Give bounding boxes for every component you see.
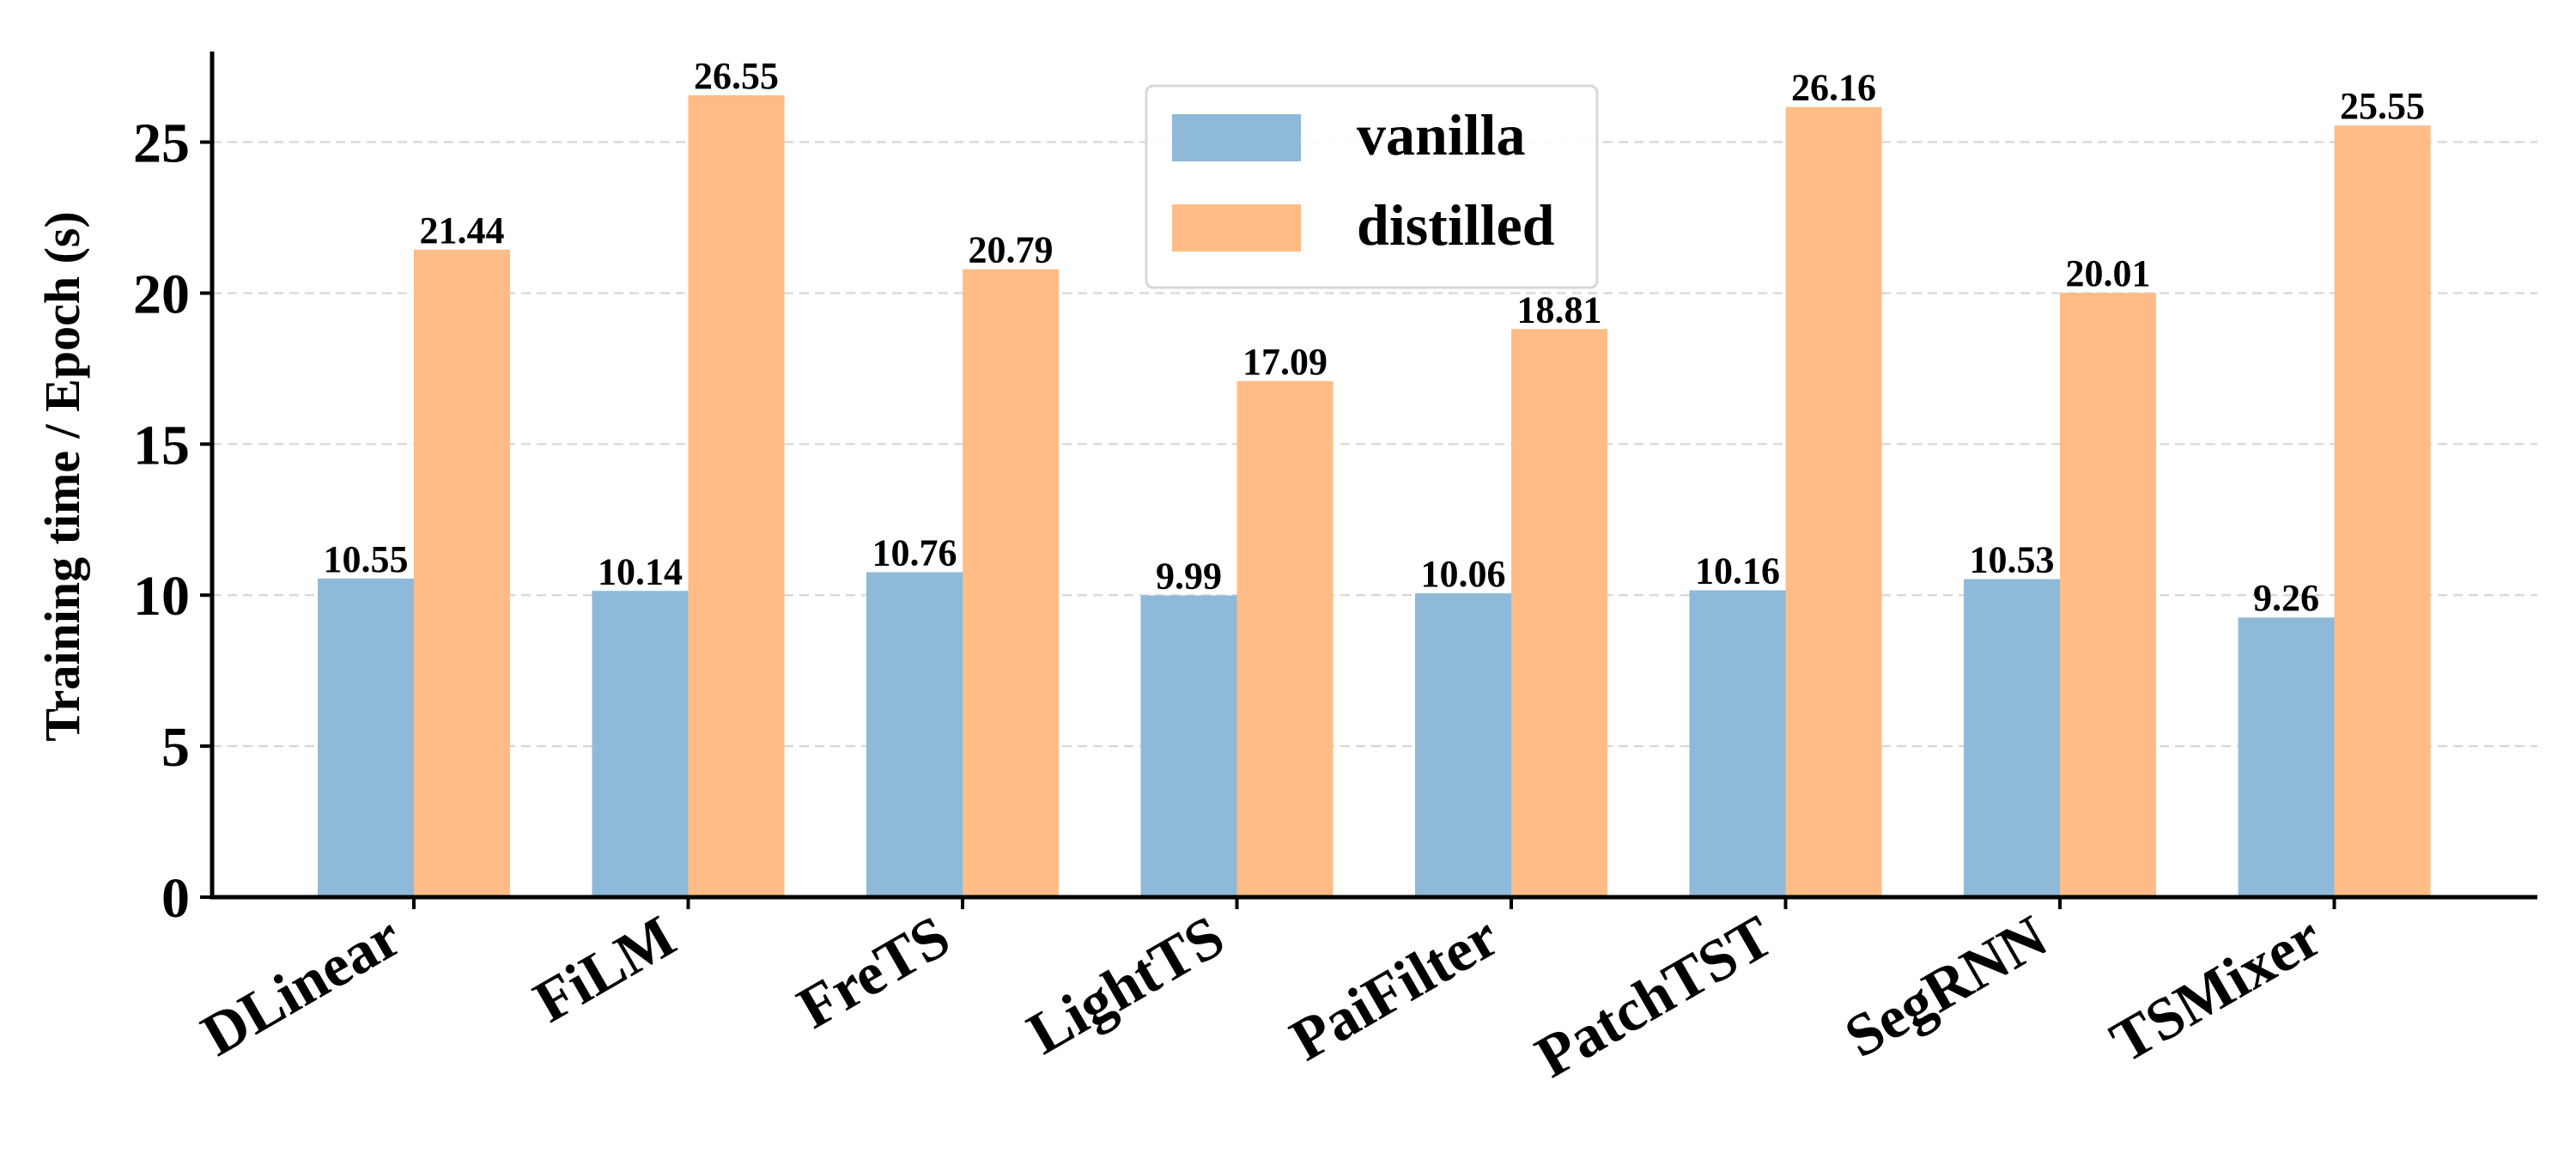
value-label-vanilla: 10.76 <box>872 531 957 573</box>
bar-vanilla-segrnn <box>1964 579 2060 897</box>
bar-vanilla-film <box>592 591 689 897</box>
value-label-vanilla: 10.14 <box>598 550 683 592</box>
bar-vanilla-patchtst <box>1689 590 1786 897</box>
value-labels: 10.55 10.14 10.76 9.99 10.06 10.16 10.53 9.26 21… <box>324 55 2426 619</box>
value-label-vanilla: 10.16 <box>1695 550 1780 592</box>
bar-distilled-film <box>688 95 785 898</box>
bars <box>318 95 2431 898</box>
x-tick-label: LightTS <box>1017 903 1235 1067</box>
value-label-vanilla: 10.55 <box>324 538 409 580</box>
y-ticks: 0 5 10 15 20 25 <box>133 112 212 930</box>
bar-distilled-frets <box>963 269 1059 897</box>
x-tick-label: TSMixer <box>2100 903 2333 1076</box>
y-axis-label: Training time / Epoch (s) <box>34 211 90 742</box>
value-label-distilled: 20.79 <box>969 229 1054 271</box>
bar-distilled-tsmixer <box>2334 125 2431 897</box>
x-tick-label: DLinear <box>191 903 412 1069</box>
legend-label-distilled: distilled <box>1357 192 1555 258</box>
bar-distilled-segrnn <box>2060 293 2156 897</box>
bar-vanilla-dlinear <box>318 578 414 897</box>
legend-swatch-distilled <box>1172 204 1301 252</box>
y-tick-label: 10 <box>133 565 190 628</box>
value-label-distilled: 18.81 <box>1517 288 1602 331</box>
x-tick-label: PatchTST <box>1525 903 1783 1090</box>
bar-distilled-dlinear <box>414 249 510 897</box>
x-tick-label: FiLM <box>523 903 686 1035</box>
bar-vanilla-paifilter <box>1415 593 1511 897</box>
value-label-vanilla: 9.26 <box>2253 577 2319 619</box>
bar-vanilla-frets <box>866 572 963 897</box>
value-label-distilled: 25.55 <box>2340 85 2425 127</box>
y-tick-label: 0 <box>161 867 190 930</box>
bar-vanilla-tsmixer <box>2238 617 2335 897</box>
y-tick-label: 25 <box>133 112 190 175</box>
x-tick-label: SegRNN <box>1834 903 2058 1071</box>
x-tick-label: FreTS <box>787 903 961 1041</box>
value-label-vanilla: 10.06 <box>1421 553 1506 595</box>
value-label-distilled: 26.55 <box>694 55 779 97</box>
value-label-vanilla: 10.53 <box>1970 539 2055 581</box>
y-tick-label: 5 <box>161 716 190 779</box>
y-tick-label: 15 <box>133 414 190 476</box>
bar-distilled-patchtst <box>1785 106 1882 897</box>
bar-distilled-paifilter <box>1511 329 1607 897</box>
y-tick-label: 20 <box>133 263 190 325</box>
bar-vanilla-lightts <box>1140 595 1237 897</box>
value-label-distilled: 20.01 <box>2066 252 2151 294</box>
legend-label-vanilla: vanilla <box>1357 102 1526 167</box>
bar-distilled-lightts <box>1236 380 1334 897</box>
x-tick-label: PaiFilter <box>1280 903 1510 1074</box>
axes <box>210 52 2537 900</box>
legend-swatch-vanilla <box>1172 114 1301 161</box>
value-label-distilled: 17.09 <box>1242 341 1327 383</box>
legend: vanilla distilled <box>1145 84 1599 289</box>
x-ticks: DLinear FiLM FreTS LightTS PaiFilter PatchTST… <box>191 897 2336 1091</box>
value-label-distilled: 21.44 <box>420 209 505 252</box>
value-label-vanilla: 9.99 <box>1156 555 1222 598</box>
value-label-distilled: 26.16 <box>1791 67 1876 109</box>
